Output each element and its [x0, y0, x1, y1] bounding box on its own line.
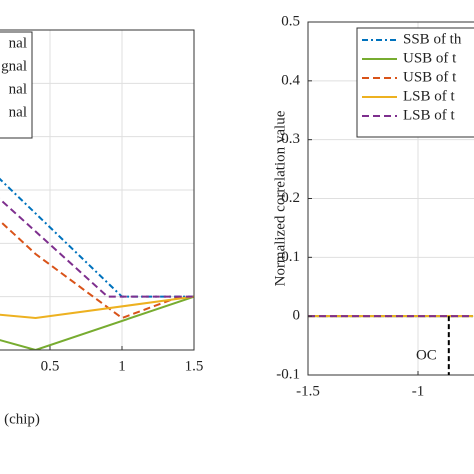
line-series: [0, 219, 180, 320]
line-series: [0, 295, 194, 350]
y-axis-label: Normalized correlation value: [272, 110, 288, 286]
legend-label: gnal: [1, 58, 27, 74]
x-tick-label: 1: [118, 358, 126, 374]
chart: -0.1 0 0.1 0.2 0.3 0.4 0.5 -1.5 -1 OC Normalized c…: [272, 13, 474, 399]
line-series: [0, 177, 194, 298]
x-tick-label: 1.5: [185, 358, 204, 374]
legend-label: nal: [9, 35, 27, 51]
legend-label: nal: [9, 81, 27, 97]
x-tick-label: -1.5: [296, 383, 320, 399]
y-tick-label: -0.1: [276, 366, 300, 382]
legend-label: SSB of th: [403, 31, 462, 47]
legend-label: LSB of t: [403, 88, 456, 104]
plot-area: [0, 30, 194, 350]
y-tick-label: 0.5: [281, 13, 300, 29]
line-series: [0, 295, 194, 320]
axes-box: [0, 29, 195, 351]
y-tick-label: 0.3: [281, 131, 300, 147]
x-axis-label: (chip): [4, 411, 40, 427]
legend-label: nal: [9, 104, 27, 120]
y-tick-label: 0.2: [281, 190, 300, 206]
legend-label: USB of t: [403, 50, 457, 66]
y-tick-label: 0: [293, 308, 301, 324]
legend: SSB of th USB of t USB of t LSB of t LSB of …: [356, 27, 474, 138]
x-tick-label: 0.5: [41, 358, 60, 374]
annotation-label: OC: [416, 348, 437, 364]
plot-area: [308, 22, 474, 375]
legend-label: LSB of t: [403, 107, 456, 123]
legend-label: USB of t: [403, 69, 457, 85]
y-tick-label: 0.1: [281, 249, 300, 265]
axes-box: [307, 21, 474, 376]
y-tick-label: 0.4: [281, 72, 300, 88]
legend-box: [356, 27, 474, 138]
line-series: [0, 197, 194, 298]
chart: -0.100.10.20.30.40.50.511.5(chip)nalgnal…: [0, 29, 204, 427]
x-tick-label: -1: [412, 383, 425, 399]
legend: nal gnal nal nal: [0, 31, 33, 139]
legend-box: [0, 31, 33, 139]
